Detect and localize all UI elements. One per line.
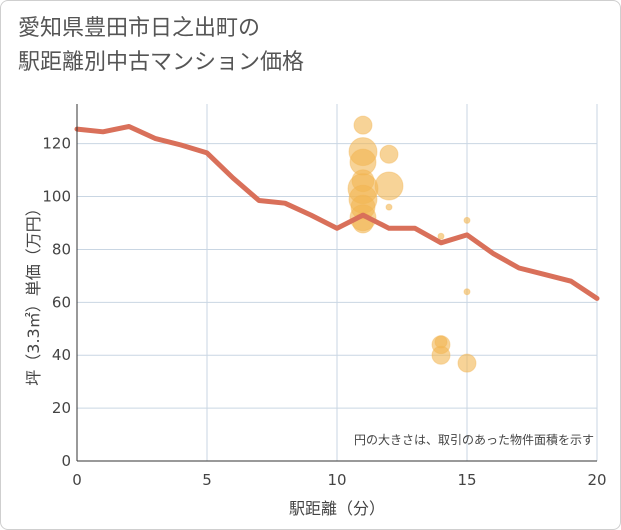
x-axis-label: 駅距離（分） <box>289 499 385 518</box>
y-tick-label-0: 0 <box>61 452 71 470</box>
chart-title: 愛知県豊田市日之出町の 駅距離別中古マンション価格 <box>18 12 578 80</box>
y-tick-label-80: 80 <box>52 240 71 258</box>
bubble-9 <box>379 144 399 164</box>
bubble-12 <box>437 232 445 240</box>
grid <box>77 104 598 461</box>
bubble-18 <box>457 353 477 373</box>
bubble-11 <box>385 203 393 211</box>
bubble-17 <box>463 288 471 296</box>
axes: 0 20 40 60 80 100 120 0 5 10 15 20 <box>42 104 607 489</box>
bubble-layer <box>347 115 477 373</box>
chart-title-line2: 駅距離別中古マンション価格 <box>18 50 305 75</box>
line-layer <box>74 124 600 301</box>
chart-title-line1: 愛知県豊田市日之出町の <box>18 16 261 41</box>
line-series <box>74 124 600 301</box>
bubble-0 <box>353 115 373 135</box>
bubble-15 <box>434 335 448 349</box>
bubble-10 <box>374 171 404 201</box>
size-note: 円の大きさは、取引のあった物件面積を示す <box>354 432 594 447</box>
x-tick-label-0: 0 <box>72 471 82 489</box>
x-tick-label-5: 5 <box>202 471 212 489</box>
y-tick-label-40: 40 <box>52 346 71 364</box>
y-axis-label: 坪（3.3㎡）単価（万円） <box>24 200 43 385</box>
bubble-14 <box>431 345 451 365</box>
y-tick-label-100: 100 <box>42 188 71 206</box>
bubble-16 <box>463 216 471 224</box>
y-tick-label-120: 120 <box>42 135 71 153</box>
x-tick-label-10: 10 <box>327 471 346 489</box>
x-tick-label-20: 20 <box>587 471 606 489</box>
x-tick-label-15: 15 <box>457 471 476 489</box>
y-tick-label-60: 60 <box>52 293 71 311</box>
y-tick-label-20: 20 <box>52 399 71 417</box>
